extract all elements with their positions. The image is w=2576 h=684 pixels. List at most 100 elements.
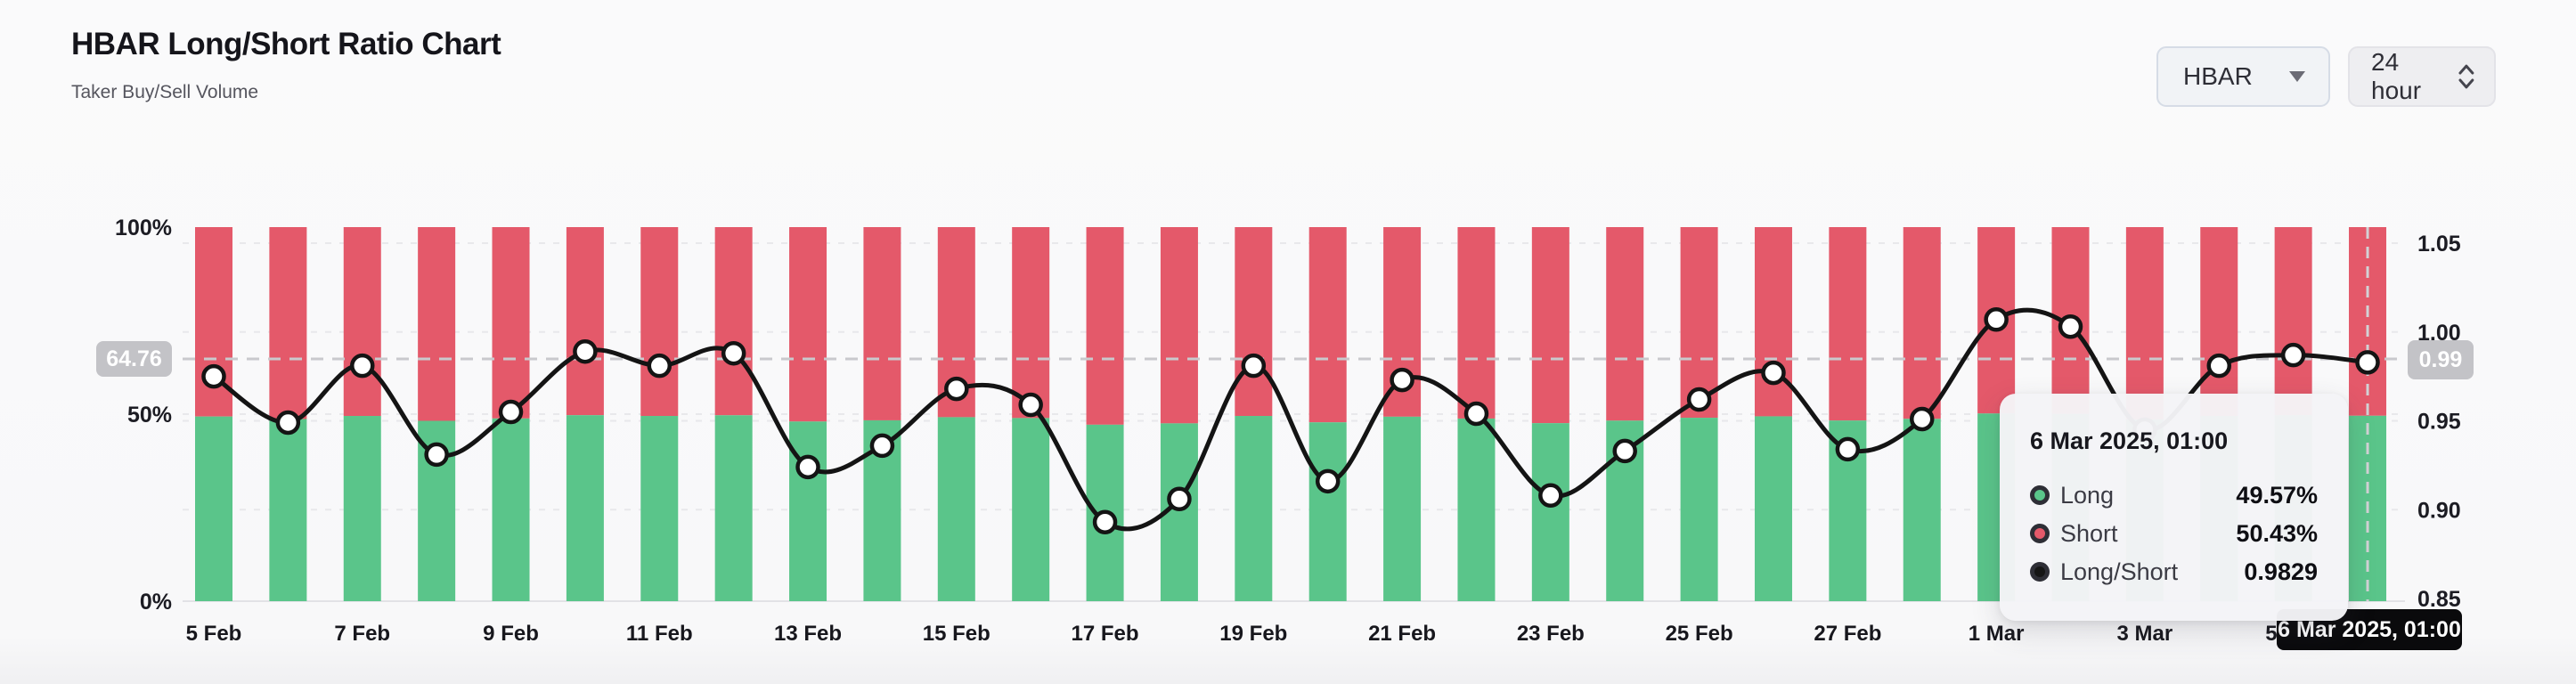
- long-bar[interactable]: [343, 416, 381, 601]
- data-point[interactable]: [1761, 360, 1786, 386]
- long-bar[interactable]: [1680, 418, 1718, 601]
- short-bar[interactable]: [492, 227, 530, 419]
- short-bar[interactable]: [1160, 227, 1198, 424]
- data-point[interactable]: [1315, 468, 1341, 494]
- right-axis-tick: 1.05: [2417, 232, 2461, 256]
- data-point[interactable]: [1167, 486, 1192, 512]
- short-bar[interactable]: [1531, 227, 1569, 424]
- data-point[interactable]: [2355, 350, 2380, 375]
- tooltip-ratio-label: Long/Short: [2060, 558, 2179, 585]
- long-bar[interactable]: [1754, 416, 1792, 601]
- long-bar[interactable]: [269, 419, 307, 601]
- ratio-bullet-icon: [2030, 562, 2050, 582]
- short-bar[interactable]: [343, 227, 381, 417]
- short-bar[interactable]: [1903, 227, 1941, 419]
- timeframe-dropdown[interactable]: 24 hour: [2348, 46, 2496, 107]
- symbol-dropdown[interactable]: HBAR: [2156, 46, 2330, 107]
- data-point[interactable]: [498, 399, 524, 425]
- short-bar[interactable]: [2200, 227, 2238, 417]
- x-axis-tick: 19 Feb: [1219, 622, 1287, 646]
- short-bar[interactable]: [1606, 227, 1644, 421]
- data-point[interactable]: [1835, 436, 1861, 462]
- tooltip-short-value: 50.43%: [2236, 519, 2318, 547]
- long-bar[interactable]: [789, 421, 827, 601]
- short-bar[interactable]: [1829, 227, 1867, 421]
- long-bar[interactable]: [1012, 418, 1050, 601]
- short-bar[interactable]: [1754, 227, 1792, 417]
- data-point[interactable]: [1612, 438, 1637, 464]
- tooltip-row-long: Long 49.57%: [2030, 482, 2318, 509]
- long-bar[interactable]: [1457, 418, 1496, 601]
- left-axis-tick: 100%: [115, 216, 172, 240]
- data-point[interactable]: [275, 410, 301, 436]
- long-bar[interactable]: [1903, 419, 1941, 601]
- chart-controls: HBAR 24 hour: [2156, 46, 2496, 107]
- left-axis-tick: 50%: [127, 403, 172, 428]
- page-subtitle: Taker Buy/Sell Volume: [71, 82, 259, 102]
- short-bar[interactable]: [1086, 227, 1124, 425]
- long-bar[interactable]: [195, 416, 232, 601]
- x-axis-tick: 27 Feb: [1814, 622, 1881, 646]
- data-point[interactable]: [1241, 353, 1267, 379]
- data-point[interactable]: [1092, 509, 1118, 534]
- data-point[interactable]: [1686, 387, 1712, 412]
- x-axis-tick: 3 Mar: [2117, 622, 2173, 646]
- data-point[interactable]: [1018, 392, 1043, 418]
- short-bar[interactable]: [1457, 227, 1496, 419]
- short-bar[interactable]: [640, 227, 679, 417]
- tooltip-row-short: Short 50.43%: [2030, 520, 2318, 547]
- data-point[interactable]: [721, 340, 746, 366]
- x-axis-tick: 9 Feb: [483, 622, 539, 646]
- x-axis-tick: 21 Feb: [1368, 622, 1436, 646]
- short-bar[interactable]: [1235, 227, 1273, 417]
- short-bar[interactable]: [1308, 227, 1347, 423]
- x-axis-tick: 1 Mar: [1969, 622, 2025, 646]
- data-point[interactable]: [1463, 401, 1489, 427]
- long-bar[interactable]: [492, 418, 530, 601]
- data-point[interactable]: [1984, 307, 2009, 332]
- x-axis-tick: 11 Feb: [626, 622, 693, 646]
- data-point[interactable]: [2280, 342, 2306, 368]
- short-bar[interactable]: [2125, 227, 2164, 419]
- long-bar[interactable]: [640, 416, 679, 601]
- short-bar[interactable]: [566, 227, 604, 416]
- short-bar[interactable]: [1680, 227, 1718, 419]
- data-point[interactable]: [201, 363, 226, 389]
- data-point[interactable]: [944, 376, 969, 402]
- short-bar[interactable]: [714, 227, 753, 416]
- data-point[interactable]: [350, 353, 375, 379]
- tooltip-long-label: Long: [2060, 481, 2115, 509]
- long-bar[interactable]: [1383, 416, 1422, 601]
- data-point[interactable]: [573, 338, 598, 364]
- tooltip-long-value: 49.57%: [2236, 481, 2318, 509]
- data-point[interactable]: [795, 454, 820, 480]
- x-axis-tick: 13 Feb: [774, 622, 842, 646]
- data-point[interactable]: [869, 433, 895, 459]
- data-point[interactable]: [647, 353, 673, 379]
- short-bar[interactable]: [2274, 227, 2312, 416]
- data-point[interactable]: [2058, 314, 2083, 339]
- data-point[interactable]: [1390, 367, 1414, 393]
- x-axis-tick: 17 Feb: [1072, 622, 1139, 646]
- data-point[interactable]: [424, 442, 449, 468]
- long-bar[interactable]: [937, 417, 975, 601]
- short-bar[interactable]: [269, 227, 307, 419]
- data-point[interactable]: [1909, 406, 1935, 432]
- x-axis-tick: 25 Feb: [1666, 622, 1733, 646]
- short-bar[interactable]: [789, 227, 827, 422]
- x-axis-tick: 7 Feb: [334, 622, 390, 646]
- short-bar[interactable]: [418, 227, 456, 421]
- long-bar[interactable]: [714, 415, 753, 601]
- data-point[interactable]: [1538, 483, 1563, 509]
- long-bar[interactable]: [1531, 423, 1569, 601]
- data-point[interactable]: [2206, 353, 2232, 379]
- long-bar[interactable]: [1308, 422, 1347, 601]
- short-bar[interactable]: [1012, 227, 1050, 419]
- long-bar[interactable]: [566, 415, 604, 601]
- right-axis-tick: 0.95: [2417, 410, 2461, 435]
- x-axis-tick: 15 Feb: [923, 622, 990, 646]
- long-bar[interactable]: [1235, 416, 1273, 601]
- short-bar[interactable]: [863, 227, 901, 420]
